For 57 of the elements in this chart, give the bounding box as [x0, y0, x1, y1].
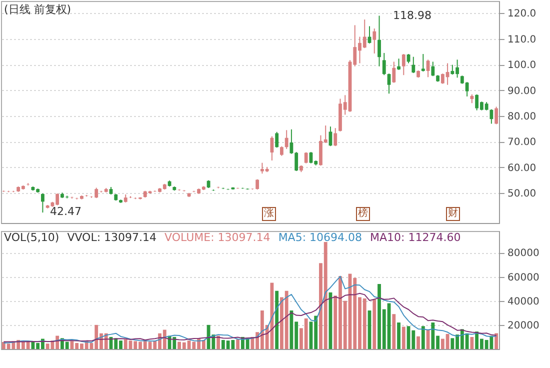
y-tick-label: 80000	[508, 248, 540, 260]
candlestick	[431, 61, 435, 77]
y-tick-label: 60000	[508, 272, 540, 284]
candlestick	[40, 192, 44, 214]
y-tick-label: 80.00	[508, 111, 536, 122]
bar	[421, 326, 425, 349]
annotation: 财	[446, 207, 460, 221]
text: VOLUME: 13097.14	[164, 231, 270, 244]
candlestick	[256, 178, 260, 190]
bar	[236, 339, 240, 349]
annotation: 42.47	[50, 205, 82, 218]
candlestick	[494, 106, 498, 125]
candlestick	[334, 128, 338, 147]
candlestick	[378, 15, 381, 67]
bar	[216, 336, 220, 349]
candlestick	[421, 53, 425, 72]
annotation: 118.98	[393, 9, 432, 22]
y-tick-label: 50.00	[508, 188, 536, 200]
candlestick	[275, 131, 279, 148]
y-tick-label: 40000	[508, 296, 540, 308]
annotation: 涨	[262, 207, 276, 221]
candlestick	[412, 56, 416, 74]
y-tick-label: 60.00	[508, 162, 536, 174]
bar	[416, 336, 420, 349]
candlestick	[392, 61, 396, 84]
annotation: VOL(5,10)	[4, 231, 60, 244]
y-tick-label: 110.0	[508, 34, 536, 46]
candlestick	[284, 130, 288, 150]
y-tick-label: 120.0	[508, 8, 536, 20]
candlestick	[280, 146, 284, 156]
candlestick	[94, 187, 98, 199]
chart-title: (日线 前复权)	[4, 2, 72, 17]
candlestick	[372, 28, 376, 54]
candlestick	[382, 52, 386, 76]
y-tick-label: 70.00	[508, 137, 536, 148]
line-series	[3, 292, 497, 342]
candlestick	[304, 152, 308, 164]
y-tick-label: 20000	[508, 320, 540, 332]
bar	[372, 300, 376, 349]
bar	[275, 290, 279, 349]
bar	[470, 336, 474, 349]
text: MA10: 11274.60	[370, 231, 461, 244]
candlestick	[402, 53, 406, 76]
candlestick	[490, 108, 494, 124]
bar	[494, 333, 498, 349]
candlestick	[270, 136, 274, 161]
y-tick-label: 90.00	[508, 86, 536, 97]
candlestick	[216, 186, 220, 189]
annotation: VVOL: 13097.14	[67, 231, 157, 244]
line-series	[3, 276, 497, 344]
annotation: 榜	[356, 207, 370, 221]
bar	[402, 326, 406, 349]
bar	[392, 314, 396, 349]
text: MA5: 10694.08	[278, 231, 362, 244]
bar	[397, 322, 400, 349]
candlestick	[397, 58, 400, 70]
y-tick-label: 100.0	[508, 60, 536, 72]
